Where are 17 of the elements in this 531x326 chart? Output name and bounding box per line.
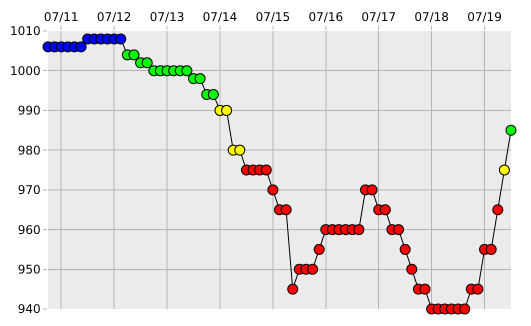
x-tick-label: 07/11 [44,10,79,24]
x-tick-label: 07/12 [96,10,132,24]
y-tick-label: 960 [18,222,41,237]
y-tick-label: 990 [18,104,41,118]
y-tick-label: 980 [18,143,41,158]
x-tick-label: 07/15 [256,10,290,24]
y-tick-label: 950 [18,262,41,276]
x-tick-label: 07/13 [150,10,184,24]
y-tick-label: 970 [18,183,41,198]
x-tick-label: 07/16 [308,10,344,24]
y-tick-label: 1000 [10,64,41,78]
x-tick-label: 07/18 [414,10,449,24]
y-tick-label: 1010 [10,24,41,38]
x-tick-label: 07/19 [467,10,502,24]
x-tick-label: 07/14 [202,10,238,24]
x-tick-label: 07/17 [361,10,396,24]
y-tick-label: 940 [18,302,41,316]
